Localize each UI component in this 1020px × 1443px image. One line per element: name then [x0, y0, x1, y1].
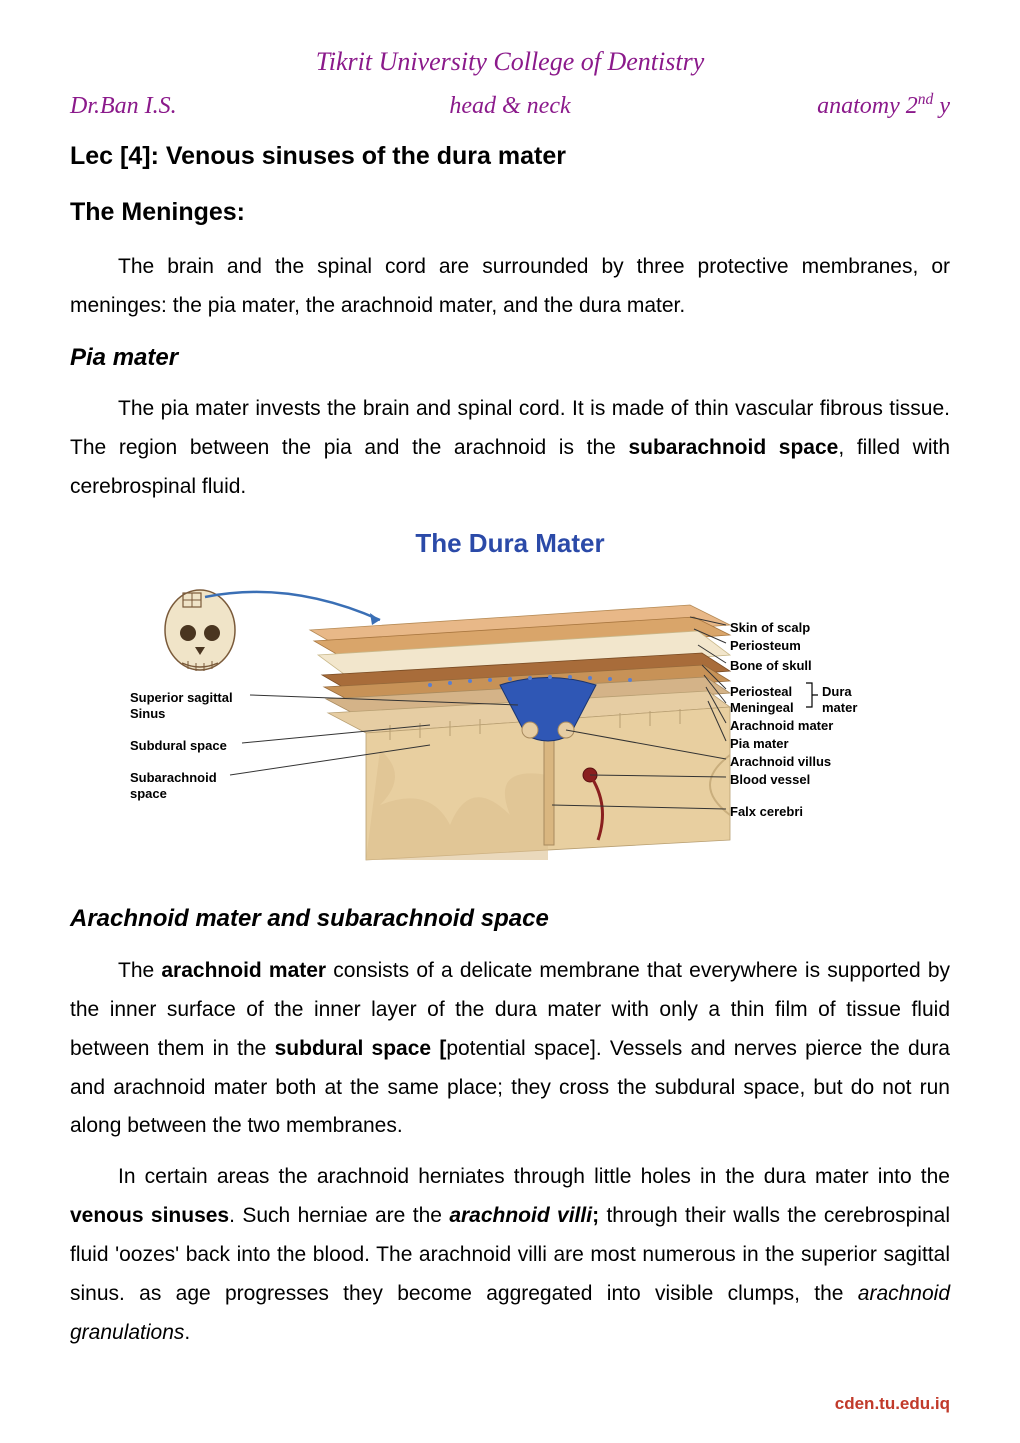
meninges-paragraph: The brain and the spinal cord are surrou… [70, 248, 950, 326]
ap2-b: venous sinuses [70, 1204, 229, 1227]
year-suffix: nd [918, 91, 934, 108]
label-falx: Falx cerebri [730, 801, 803, 823]
lecture-title: Lec [4]: Venous sinuses of the dura mate… [70, 135, 950, 178]
university-title: Tikrit University College of Dentistry [70, 40, 950, 84]
ap2-d: arachnoid villi [449, 1204, 592, 1227]
pia-text-bold: subarachnoid space [628, 436, 838, 459]
label-blood-vessel: Blood vessel [730, 769, 810, 791]
label-periosteum: Periosteum [730, 635, 801, 657]
ap2-a: In certain areas the arachnoid herniates… [118, 1165, 950, 1188]
ap1-b: arachnoid mater [161, 959, 326, 982]
author: Dr.Ban I.S. [70, 86, 363, 127]
ap1-a: The [118, 959, 161, 982]
label-subdural: Subdural space [130, 735, 227, 757]
year: anatomy 2nd y [657, 86, 950, 127]
diagram-container: The Dura Mater [130, 521, 890, 875]
header-row: Dr.Ban I.S. head & neck anatomy 2nd y [70, 86, 950, 127]
label-subarach-2: space [130, 783, 167, 805]
ap1-d: subdural space [ [275, 1037, 447, 1060]
year-prefix: anatomy 2 [817, 93, 918, 119]
label-bone: Bone of skull [730, 655, 812, 677]
layers-block [310, 605, 730, 860]
skull-icon [165, 590, 235, 671]
ap2-c: . Such herniae are the [229, 1204, 449, 1227]
label-sss-2: Sinus [130, 703, 165, 725]
pia-paragraph: The pia mater invests the brain and spin… [70, 390, 950, 507]
arachnoid-paragraph-1: The arachnoid mater consists of a delica… [70, 952, 950, 1146]
ap2-e: ; [592, 1204, 606, 1227]
footer-url: cden.tu.edu.iq [835, 1390, 950, 1419]
year-end: y [933, 93, 950, 119]
section-pia-title: Pia mater [70, 338, 950, 379]
dura-mater-diagram: Superior sagittal Sinus Subdural space S… [130, 575, 890, 875]
section-meninges-title: The Meninges: [70, 191, 950, 234]
ap2-h: . [184, 1321, 190, 1344]
section-arachnoid-title: Arachnoid mater and subarachnoid space [70, 899, 950, 940]
arachnoid-paragraph-2: In certain areas the arachnoid herniates… [70, 1158, 950, 1352]
course: head & neck [363, 86, 656, 127]
diagram-title: The Dura Mater [130, 521, 890, 565]
